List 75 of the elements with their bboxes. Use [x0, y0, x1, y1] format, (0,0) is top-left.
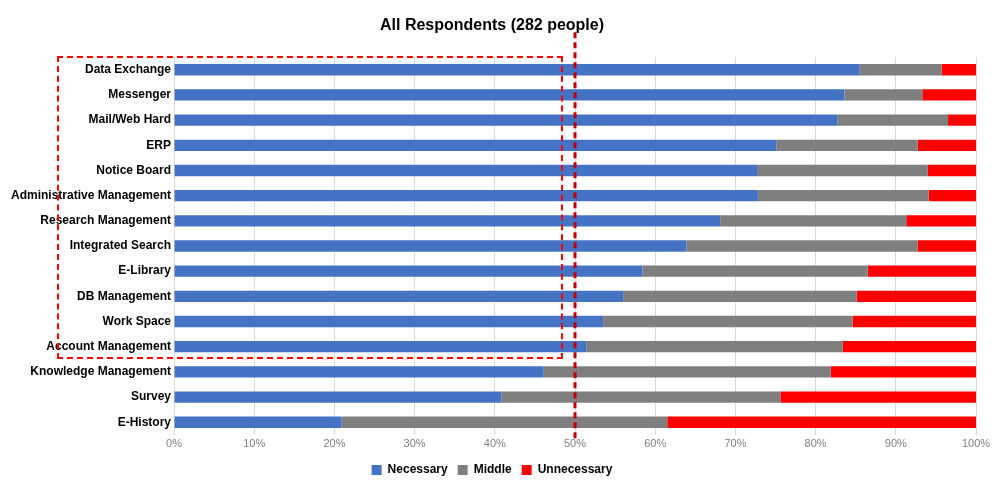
bar — [867, 265, 976, 277]
x-tick-label: 80% — [804, 437, 827, 450]
bar — [941, 64, 976, 76]
bar — [174, 139, 777, 151]
bar — [927, 164, 976, 177]
y-tick-label: Work Space — [102, 313, 172, 328]
x-tick-label: 60% — [644, 437, 667, 450]
bar — [906, 215, 976, 227]
bar — [686, 240, 918, 252]
x-tick-label: 30% — [403, 437, 426, 450]
bar — [174, 290, 624, 303]
y-tick-label: Data Exchange — [84, 62, 172, 77]
x-tick-label: 50% — [564, 437, 587, 450]
x-tick-label: 100% — [961, 437, 991, 450]
bar — [852, 315, 976, 328]
y-tick-label: Integrated Search — [69, 238, 172, 253]
y-tick-label: Survey — [131, 389, 172, 404]
bar — [174, 240, 687, 252]
bar — [174, 341, 587, 353]
bar — [780, 391, 976, 403]
bar — [837, 114, 948, 126]
x-tick-label: 70% — [724, 437, 747, 450]
bar — [586, 341, 843, 353]
y-tick-label: ERP — [146, 137, 172, 152]
bar — [928, 189, 976, 202]
bar — [501, 391, 781, 403]
y-tick-label: Administrative Management — [10, 187, 172, 202]
bar — [174, 164, 758, 177]
legend-label: Necessary — [387, 462, 448, 477]
bar — [856, 290, 976, 303]
bar — [174, 416, 342, 428]
x-tick-label: 20% — [323, 437, 346, 450]
bar — [757, 164, 928, 177]
bar — [623, 290, 857, 303]
bar — [917, 240, 976, 252]
bar — [922, 89, 976, 101]
bar — [174, 265, 643, 277]
y-tick-label: Notice Board — [96, 162, 172, 177]
y-tick-label: Messenger — [108, 87, 172, 102]
bar — [844, 89, 923, 101]
x-tick-label: 10% — [243, 437, 266, 450]
bar — [174, 89, 845, 101]
bar — [642, 265, 868, 277]
bar — [174, 215, 721, 227]
x-tick-label: 40% — [483, 437, 507, 450]
y-tick-label: DB Management — [77, 288, 172, 303]
x-tick-label: 90% — [884, 437, 908, 450]
bar — [720, 215, 907, 227]
y-tick-label: Account Management — [46, 339, 172, 354]
bar — [859, 64, 942, 76]
bar — [174, 366, 544, 378]
bar — [174, 64, 860, 76]
bar — [842, 341, 976, 353]
bar — [174, 391, 502, 403]
bar — [947, 114, 976, 126]
bar — [667, 416, 976, 428]
y-tick-label: Knowledge Management — [30, 364, 172, 379]
bar — [757, 189, 929, 202]
x-tick-label: 0% — [166, 437, 183, 450]
bar — [341, 416, 668, 428]
bar — [174, 315, 604, 328]
chart-title: All Respondents (282 people) — [379, 16, 605, 34]
bar — [776, 139, 918, 151]
bar — [917, 139, 976, 151]
y-tick-label: E-Library — [118, 263, 172, 278]
legend-label: Middle — [473, 462, 512, 477]
y-tick-label: Mail/Web Hard — [88, 112, 172, 127]
bar — [543, 366, 831, 378]
y-tick-label: E-History — [117, 414, 172, 429]
bar — [174, 189, 758, 202]
bar — [830, 366, 976, 378]
bar — [603, 315, 853, 328]
y-tick-label: Research Management — [40, 213, 172, 228]
bar — [174, 114, 838, 126]
legend-label: Unnecessary — [537, 462, 613, 477]
